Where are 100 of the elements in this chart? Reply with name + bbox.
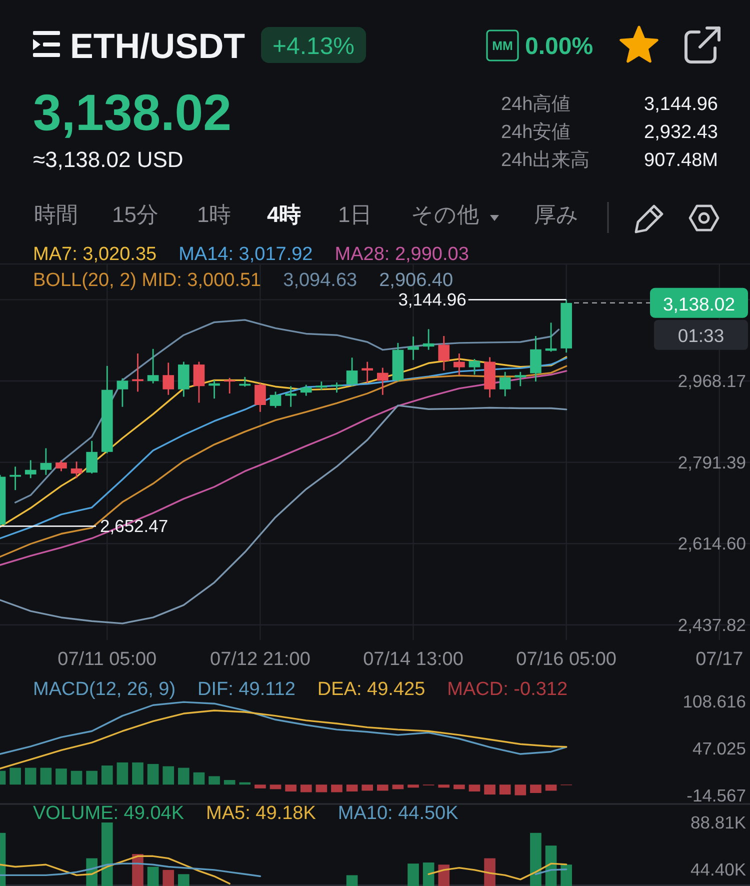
candlestick (193, 361, 205, 404)
bar (300, 784, 312, 792)
candlestick (224, 377, 236, 394)
text: 24h安値 (501, 121, 571, 143)
ref-line-label: 3,138.02 (662, 293, 736, 314)
candlestick (530, 335, 542, 382)
text: MA28: 2,990.03 (334, 244, 469, 265)
x-tick-label: 07/11 05:00 (58, 649, 157, 670)
x-tick-label: 07/12 21:00 (210, 649, 310, 670)
candlestick (24, 459, 36, 479)
y-tick-label: 47.025 (692, 738, 746, 759)
x-tick-label: 07/17 (696, 649, 744, 670)
text: 厚み (534, 202, 579, 227)
candlestick (86, 440, 98, 474)
candlestick (70, 460, 82, 479)
candlestick (40, 448, 52, 476)
series-label: DIF: 49.112 (198, 679, 296, 700)
y-tick-label: 108.616 (682, 692, 746, 712)
candlestick (514, 371, 526, 387)
chart-title: MACD(12, 26, 9) (33, 679, 176, 700)
bar (468, 784, 480, 792)
text: MA5: 49.18K (206, 803, 316, 824)
y-tick-label: 2,968.17 (678, 371, 746, 392)
bar (438, 784, 450, 788)
text: 24h高値 (501, 93, 571, 115)
bar (224, 780, 236, 785)
x-tick-label: 07/14 13:00 (363, 649, 464, 670)
bar (86, 770, 98, 785)
bar (484, 784, 496, 795)
bar (101, 765, 113, 785)
candlestick (56, 459, 67, 472)
y-tick-label: 2,614.60 (678, 534, 746, 554)
y-tick-label: 2,437.82 (678, 614, 746, 635)
candlestick (285, 385, 296, 408)
bar (545, 784, 557, 791)
series-label: DEA: 49.425 (317, 679, 426, 700)
text: 2,932.43 (644, 122, 718, 143)
text: ≈3,138.02 USD (33, 147, 184, 172)
annotation: 01:33 (678, 324, 724, 346)
bar (162, 766, 174, 785)
text: 3,144.96 (644, 94, 718, 115)
bar (70, 770, 82, 785)
bar (24, 768, 36, 785)
candlestick (438, 335, 450, 372)
text: 1日 (338, 202, 372, 227)
bar (362, 784, 374, 791)
bar (10, 768, 21, 785)
candlestick (408, 336, 419, 361)
text: MACD: -0.312 (447, 679, 568, 700)
y-tick-label: 88.81K (690, 812, 746, 832)
bar (285, 784, 296, 792)
bar (254, 784, 266, 788)
text: MA7: 3,020.35 (33, 244, 157, 265)
bar (208, 776, 220, 785)
text: 1時 (197, 202, 232, 227)
text: 2,906.40 (379, 270, 454, 291)
text: 時間 (34, 202, 78, 227)
bar (499, 784, 511, 795)
series-label: 3,094.63 (283, 270, 358, 291)
bar (530, 784, 542, 793)
candlestick (270, 390, 282, 408)
text: MM (492, 39, 513, 53)
text: 907.48M (644, 150, 718, 171)
bar (116, 762, 128, 785)
bar (147, 764, 159, 785)
candlestick (346, 356, 358, 387)
candlestick (468, 358, 480, 376)
y-tick-label: -14.567 (686, 786, 746, 806)
bar (56, 768, 67, 785)
bar (454, 784, 465, 790)
bar (178, 768, 190, 785)
bar (40, 768, 52, 785)
candlestick (147, 348, 159, 384)
candlestick (499, 371, 511, 397)
candlestick (162, 362, 174, 396)
bar (514, 784, 526, 796)
candlestick (132, 352, 144, 392)
text: MA10: 44.50K (338, 803, 459, 824)
bar (392, 784, 404, 790)
candlestick (116, 378, 128, 408)
annotation: 3,144.96 (398, 290, 466, 310)
bar (132, 762, 144, 785)
bar (376, 784, 388, 791)
bar (193, 772, 205, 785)
bar (346, 784, 358, 792)
bar (331, 784, 342, 792)
x-tick-label: 07/16 05:00 (516, 649, 617, 670)
text: 24h出来高 (501, 149, 590, 171)
y-tick-label: 44.40K (690, 859, 746, 880)
text: ETH/USDT (70, 27, 245, 66)
candlestick (422, 328, 434, 351)
text: BOLL(20, 2) MID: 3,000.51 (33, 270, 262, 291)
text: 4時 (267, 202, 302, 227)
candlestick (254, 382, 266, 413)
text: MA14: 3,017.92 (178, 244, 313, 265)
candlestick (454, 352, 465, 376)
series-label: VOLUME: 49.04K (33, 803, 184, 824)
y-tick-label: 2,791.39 (678, 452, 746, 472)
text: 3,138.02 (33, 84, 232, 141)
bar (408, 784, 419, 788)
